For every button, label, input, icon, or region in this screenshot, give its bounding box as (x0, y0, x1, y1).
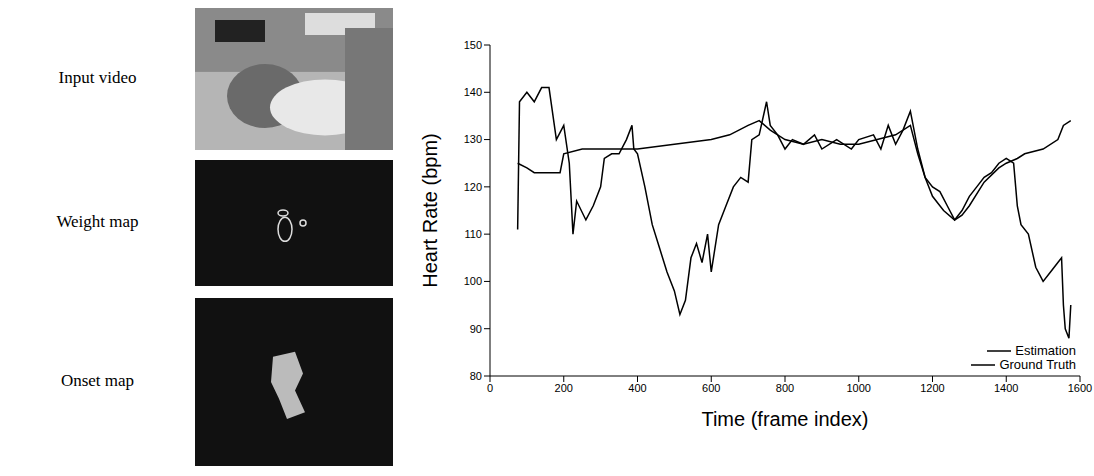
svg-text:0: 0 (487, 382, 493, 394)
svg-text:Heart Rate (bpm): Heart Rate (bpm) (419, 133, 441, 288)
html-text:Ground Truth: Ground Truth (999, 357, 1076, 372)
svg-text:1000: 1000 (847, 382, 871, 394)
html-text:Input video: Input video (58, 68, 137, 87)
svg-text:1400: 1400 (994, 382, 1018, 394)
html-text:Onset map: Onset map (60, 371, 135, 390)
svg-text:130: 130 (464, 133, 482, 145)
svg-text:120: 120 (464, 181, 482, 193)
svg-text:140: 140 (464, 86, 482, 98)
svg-text:100: 100 (464, 275, 482, 287)
svg-text:Time (frame index): Time (frame index) (701, 408, 868, 430)
svg-text:400: 400 (628, 382, 646, 394)
svg-text:80: 80 (470, 370, 482, 382)
svg-text:110: 110 (464, 228, 482, 240)
svg-text:1600: 1600 (1068, 382, 1092, 394)
html-text:Estimation: Estimation (1015, 343, 1076, 358)
html-text:Weight map: Weight map (56, 212, 139, 231)
svg-text:1200: 1200 (920, 382, 944, 394)
svg-text:200: 200 (555, 382, 573, 394)
svg-text:90: 90 (470, 323, 482, 335)
svg-text:800: 800 (776, 382, 794, 394)
svg-text:600: 600 (702, 382, 720, 394)
svg-text:150: 150 (464, 39, 482, 51)
